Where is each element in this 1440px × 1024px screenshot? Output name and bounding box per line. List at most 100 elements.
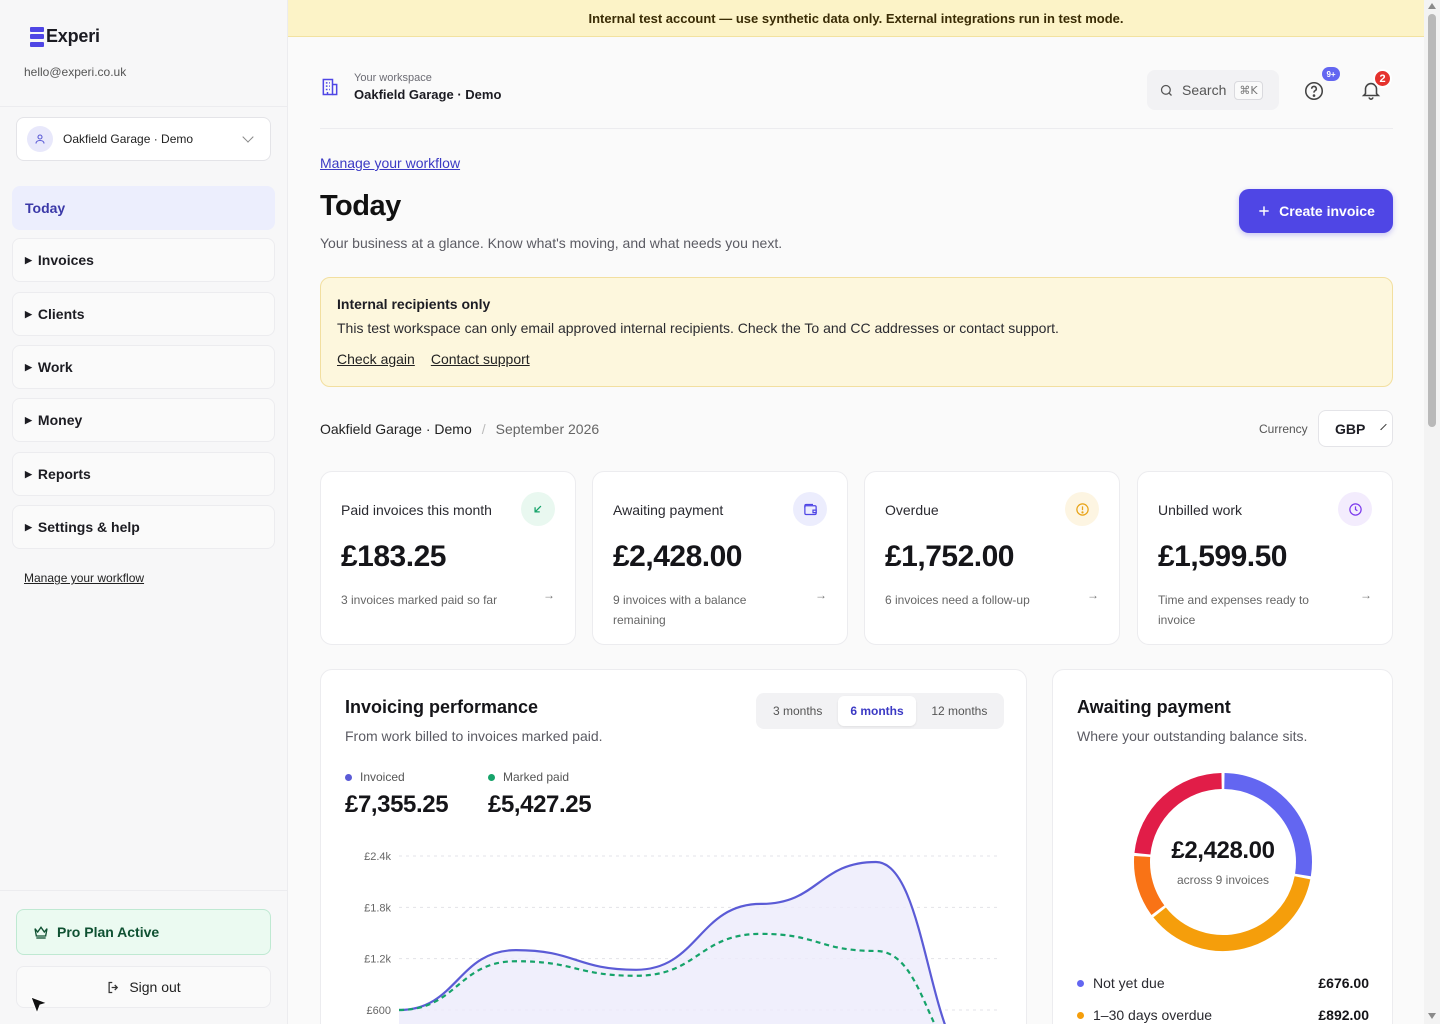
kpi-card-paid[interactable]: Paid invoices this month £183.25 3 invoi… xyxy=(320,471,576,645)
search-label: Search xyxy=(1182,82,1227,98)
legend-invoiced: Invoiced xyxy=(345,770,405,784)
y-tick-label: £600 xyxy=(367,1005,391,1017)
sign-out-label: Sign out xyxy=(129,979,181,995)
search-button[interactable]: Search ⌘K xyxy=(1147,70,1279,110)
donut-slice[interactable] xyxy=(1134,855,1165,915)
bell-icon[interactable] xyxy=(1360,79,1382,101)
divider xyxy=(0,890,287,891)
breadcrumb-workspace[interactable]: Oakfield Garage · Demo xyxy=(320,421,472,437)
triangle-right-icon: ▶ xyxy=(25,254,32,265)
app-name: Experi xyxy=(46,26,100,46)
search-shortcut: ⌘K xyxy=(1234,80,1263,100)
donut-note: across 9 invoices xyxy=(1176,873,1270,887)
bucket-1-30-days[interactable]: 1–30 days overdue £892.00 xyxy=(1077,1007,1369,1023)
bucket-label: Not yet due xyxy=(1093,975,1165,991)
sidebar-workflow-link[interactable]: Manage your workflow xyxy=(24,571,145,585)
bucket-amount: £892.00 xyxy=(1318,1007,1369,1023)
plus-icon xyxy=(1259,206,1269,216)
notifications-badge: 2 xyxy=(1373,69,1392,88)
range-tabs: 3 months 6 months 12 months xyxy=(756,693,1004,729)
triangle-right-icon: ▶ xyxy=(25,521,32,532)
bucket-label: 1–30 days overdue xyxy=(1093,1007,1213,1023)
tab-3-months[interactable]: 3 months xyxy=(772,704,823,718)
donut-slice[interactable] xyxy=(1153,876,1311,951)
nav-item-today[interactable]: Today xyxy=(12,186,275,230)
tab-12-months[interactable]: 12 months xyxy=(931,704,988,718)
create-invoice-label: Create invoice xyxy=(1279,203,1375,219)
nav-item-clients[interactable]: ▶ Clients xyxy=(12,292,275,336)
create-invoice-button[interactable]: Create invoice xyxy=(1239,189,1393,233)
triangle-right-icon: ▶ xyxy=(25,308,32,319)
currency-select[interactable]: GBP xyxy=(1318,410,1393,447)
triangle-right-icon: ▶ xyxy=(25,361,32,372)
kpi-card-unbilled[interactable]: Unbilled work £1,599.50 Time and expense… xyxy=(1137,471,1393,645)
invoiced-line xyxy=(398,860,946,1024)
legend-dot xyxy=(1077,979,1084,987)
invoicing-performance-card: Invoicing performance From work billed t… xyxy=(320,669,1027,1024)
nav-item-reports[interactable]: ▶ Reports xyxy=(12,452,275,496)
arrow-right-icon: → xyxy=(543,588,555,602)
nav-item-invoices[interactable]: ▶ Invoices xyxy=(12,238,275,282)
scroll-up-icon[interactable] xyxy=(1428,3,1436,9)
kpi-note: Time and expenses ready to invoice xyxy=(1158,593,1309,627)
legend-dot xyxy=(488,773,495,781)
nav-item-label: Settings & help xyxy=(37,519,140,535)
divider xyxy=(320,128,1393,129)
breadcrumb-period: September 2026 xyxy=(495,421,600,437)
app-logo[interactable]: Experi xyxy=(30,26,100,47)
divider xyxy=(0,106,287,107)
kpi-card-awaiting[interactable]: Awaiting payment £2,428.00 9 invoices wi… xyxy=(592,471,848,645)
nav-item-money[interactable]: ▶ Money xyxy=(12,398,275,442)
marked-paid-line xyxy=(398,932,936,1024)
donut-slice[interactable] xyxy=(1134,773,1222,855)
donut-slice[interactable] xyxy=(1224,773,1312,877)
manage-workflow-link[interactable]: Manage your workflow xyxy=(320,155,461,171)
legend-dot xyxy=(1077,1011,1084,1019)
kpi-label: Paid invoices this month xyxy=(341,502,492,518)
user-icon xyxy=(27,126,53,152)
arrow-right-icon: → xyxy=(1360,588,1372,602)
scrollbar-thumb[interactable] xyxy=(1428,14,1436,427)
kpi-value: £1,752.00 xyxy=(885,540,1014,573)
page-title: Today xyxy=(320,190,401,222)
tab-6-months[interactable]: 6 months xyxy=(838,696,916,726)
y-tick-label: £2.4k xyxy=(364,851,391,863)
wallet-icon xyxy=(793,492,827,526)
kpi-value: £1,599.50 xyxy=(1158,540,1287,573)
donut-value: £2,428.00 xyxy=(1171,837,1275,864)
alert-text: This test workspace can only email appro… xyxy=(337,320,1059,336)
currency-label: Currency xyxy=(1259,422,1308,436)
plan-status-label: Pro Plan Active xyxy=(57,924,160,940)
kpi-value: £183.25 xyxy=(341,540,446,573)
kpi-note: 6 invoices need a follow-up xyxy=(885,593,1030,607)
help-icon[interactable] xyxy=(1303,80,1325,102)
performance-chart: £2.4k £1.8k £1.2k £600 xyxy=(364,851,999,1024)
plan-status-button[interactable]: Pro Plan Active xyxy=(16,909,271,955)
sign-out-icon xyxy=(108,981,119,993)
y-tick-label: £1.2k xyxy=(364,954,391,966)
scroll-down-icon[interactable] xyxy=(1428,1013,1436,1019)
legend-marked-paid: Marked paid xyxy=(488,770,569,784)
nav-item-work[interactable]: ▶ Work xyxy=(12,345,275,389)
breadcrumb-separator: / xyxy=(481,421,486,437)
check-again-link[interactable]: Check again xyxy=(337,351,415,367)
clock-icon xyxy=(1338,492,1372,526)
triangle-right-icon: ▶ xyxy=(25,414,32,425)
nav-item-label: Today xyxy=(25,200,66,216)
alert-circle-icon xyxy=(1065,492,1099,526)
bucket-not-yet-due[interactable]: Not yet due £676.00 xyxy=(1077,975,1369,991)
chevron-down-icon xyxy=(1380,423,1388,430)
currency-value: GBP xyxy=(1335,420,1366,437)
contact-support-link[interactable]: Contact support xyxy=(430,351,530,367)
breadcrumb: Oakfield Garage · Demo / September 2026 xyxy=(320,421,599,437)
legend-dot xyxy=(345,773,352,781)
sign-out-button[interactable]: Sign out xyxy=(16,966,271,1008)
workspace-switcher[interactable]: Oakfield Garage · Demo xyxy=(16,117,271,161)
awaiting-donut: £2,428.00 across 9 invoices xyxy=(1133,772,1313,952)
kpi-card-overdue[interactable]: Overdue £1,752.00 6 invoices need a foll… xyxy=(864,471,1120,645)
triangle-right-icon: ▶ xyxy=(25,468,32,479)
kpi-note: 9 invoices with a balance remaining xyxy=(613,593,747,627)
nav-item-settings-help[interactable]: ▶ Settings & help xyxy=(12,505,275,549)
donut-center: £2,428.00 across 9 invoices xyxy=(1133,772,1313,952)
nav-item-label: Clients xyxy=(37,306,85,322)
